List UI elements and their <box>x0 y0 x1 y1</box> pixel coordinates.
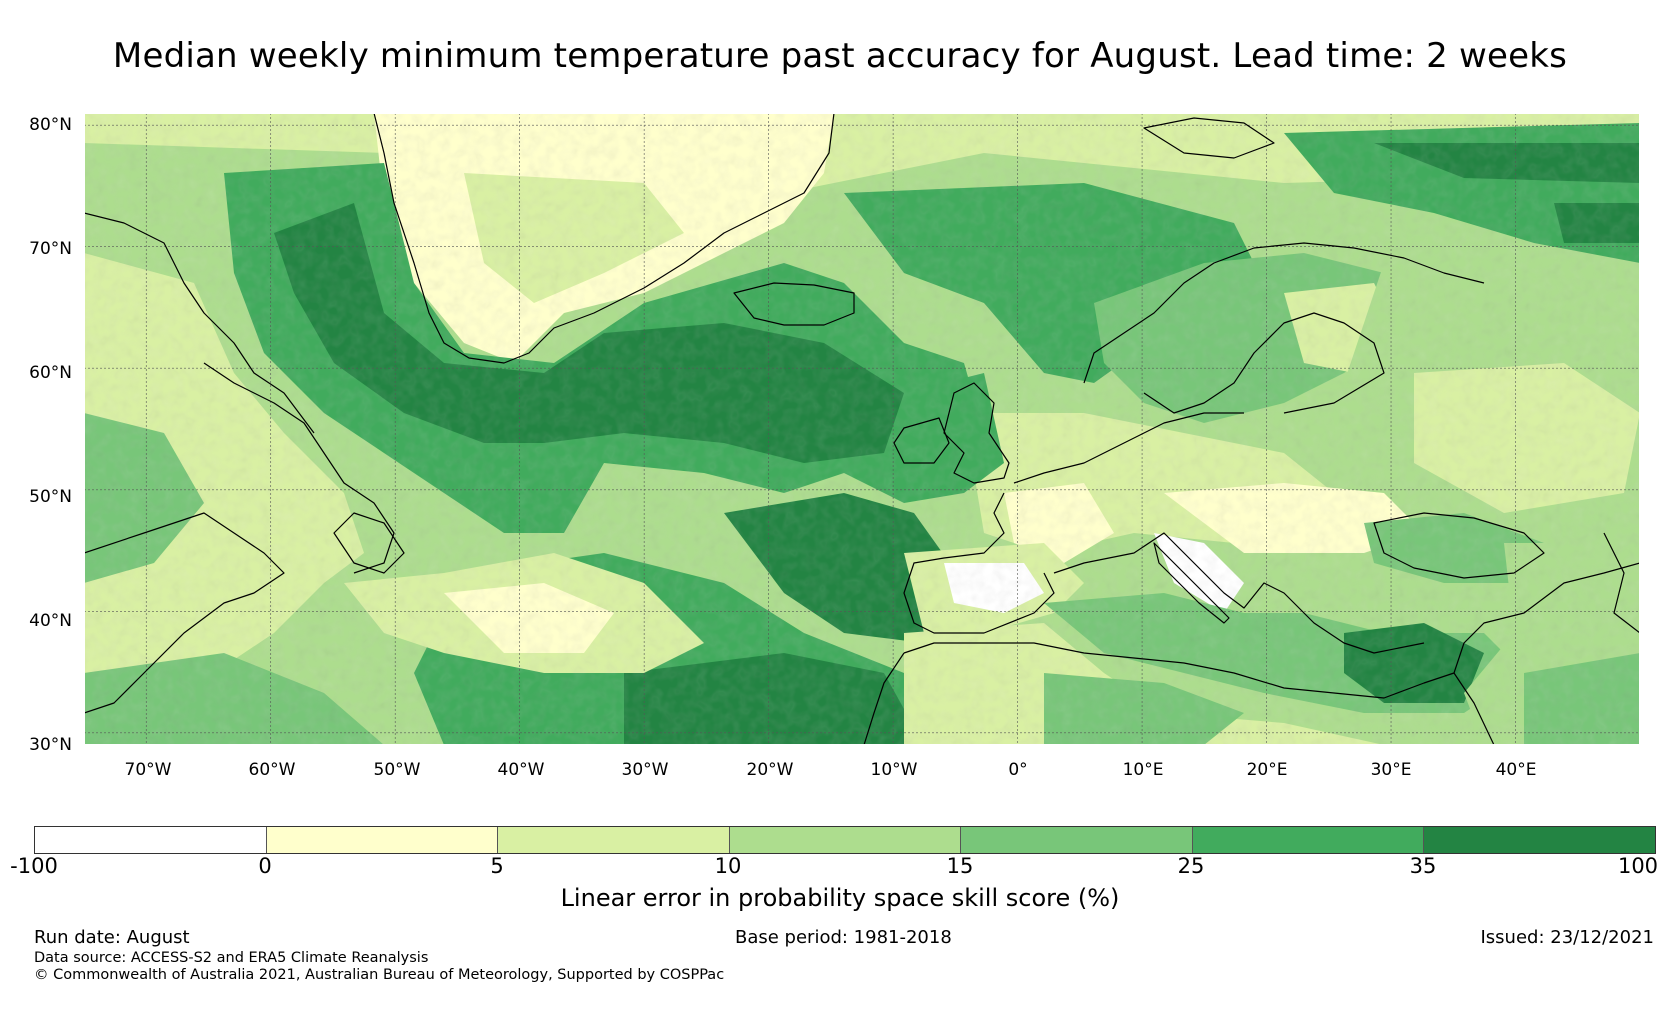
colorbar-tick-6: 35 <box>1409 854 1437 878</box>
coast-iceland <box>733 282 855 326</box>
lat-label-30: 30°N <box>29 735 72 755</box>
colorbar-tick-7: 100 <box>1617 854 1659 878</box>
colorbar <box>34 826 1656 854</box>
lat-label-60: 60°N <box>29 363 72 383</box>
lat-label-40: 40°N <box>29 611 72 631</box>
lat-label-80: 80°N <box>29 115 72 135</box>
colorbar-tick-5: 25 <box>1177 854 1205 878</box>
colorbar-tick-1: 0 <box>258 854 272 878</box>
colorbar-segment-6 <box>1424 827 1656 853</box>
lon-label-30e: 30°E <box>1370 760 1412 780</box>
coast-newfoundland <box>333 512 405 574</box>
data-source: Data source: ACCESS-S2 and ERA5 Climate … <box>34 950 429 966</box>
coast-med-north <box>1053 532 1425 654</box>
colorbar-segment-2 <box>498 827 730 853</box>
chart-title: Median weekly minimum temperature past a… <box>112 36 1568 76</box>
coast-ireland <box>893 417 950 464</box>
skill-score-map[interactable] <box>84 113 1640 745</box>
issued-date: Issued: 23/12/2021 <box>1480 927 1654 948</box>
colorbar-segment-3 <box>729 827 962 853</box>
coast-nova-scotia <box>84 512 285 714</box>
lon-label-10e: 10°E <box>1122 760 1164 780</box>
base-period: Base period: 1981-2018 <box>735 927 952 948</box>
coast-baffin <box>84 212 315 434</box>
colorbar-tick-0: -100 <box>10 854 58 878</box>
colorbar-segment-1 <box>266 827 499 853</box>
colorbar-tick-4: 15 <box>946 854 974 878</box>
lon-label-60w: 60°W <box>248 760 296 780</box>
coast-svalbard <box>1143 117 1275 159</box>
coast-north-africa <box>903 642 1455 699</box>
coast-greenland <box>373 113 835 364</box>
coast-great-britain <box>943 382 1010 484</box>
map-texture <box>84 113 1640 745</box>
run-date: Run date: August <box>34 927 190 948</box>
colorbar-segment-0 <box>35 827 267 853</box>
lon-label-10w: 10°W <box>870 760 918 780</box>
map-panel[interactable] <box>84 113 1640 745</box>
lon-label-30w: 30°W <box>621 760 669 780</box>
lon-label-0: 0° <box>1008 760 1028 780</box>
lon-label-50w: 50°W <box>373 760 421 780</box>
coast-sweden <box>1143 312 1385 414</box>
map-gridlines <box>84 113 1640 745</box>
lat-label-50: 50°N <box>29 487 72 507</box>
lon-label-70w: 70°W <box>124 760 172 780</box>
coastlines <box>84 113 1640 745</box>
lon-label-40e: 40°E <box>1495 760 1537 780</box>
colorbar-segment-5 <box>1192 827 1425 853</box>
coast-red-sea <box>1453 672 1495 745</box>
lon-label-20w: 20°W <box>746 760 794 780</box>
coast-black-sea <box>1373 512 1545 579</box>
lat-label-70: 70°N <box>29 239 72 259</box>
coast-labrador <box>203 362 395 574</box>
coast-caspian <box>1603 532 1640 634</box>
colorbar-segment-4 <box>961 827 1193 853</box>
coast-levant <box>1453 562 1640 674</box>
colorbar-tick-3: 10 <box>714 854 742 878</box>
copyright-notice: © Commonwealth of Australia 2021, Austra… <box>34 967 725 983</box>
colorbar-tick-2: 5 <box>490 854 504 878</box>
lon-label-20e: 20°E <box>1246 760 1288 780</box>
coast-europe-west <box>1013 412 1244 484</box>
coast-france-biscay <box>903 492 1055 634</box>
colorbar-label: Linear error in probability space skill … <box>560 884 1120 912</box>
coast-italy <box>1153 542 1230 624</box>
lon-label-40w: 40°W <box>497 760 545 780</box>
coast-norway <box>1083 242 1485 384</box>
coast-africa-atlantic <box>863 652 905 745</box>
